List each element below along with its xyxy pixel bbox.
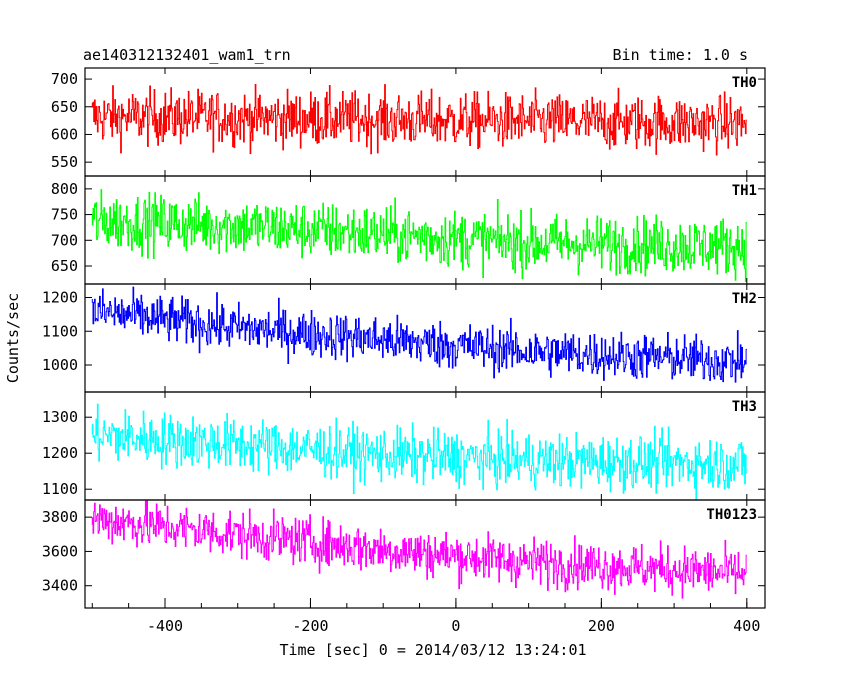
y-tick-label: 1100 bbox=[42, 480, 78, 498]
figure-title: ae140312132401_wam1_trn bbox=[83, 46, 291, 64]
panel-label: TH2 bbox=[732, 291, 757, 307]
y-tick-label: 700 bbox=[51, 70, 78, 88]
x-tick-label: 0 bbox=[451, 617, 460, 635]
y-tick-label: 650 bbox=[51, 98, 78, 116]
panel-label: TH0123 bbox=[706, 507, 757, 523]
y-tick-label: 1200 bbox=[42, 444, 78, 462]
y-tick-label: 1000 bbox=[42, 356, 78, 374]
panel-th3: 1100 1200 1300 TH3 bbox=[42, 391, 766, 501]
panels-group: 550 600 650 700 TH0 650 700 750 800 TH1 1000 1100 12… bbox=[42, 67, 766, 609]
y-tick-label: 1200 bbox=[42, 289, 78, 307]
x-tick-label: -400 bbox=[147, 617, 183, 635]
lightcurve-th0 bbox=[91, 84, 747, 156]
y-tick-label: 650 bbox=[51, 257, 78, 275]
lightcurve-th0123 bbox=[91, 500, 747, 599]
x-tick-label: 400 bbox=[733, 617, 760, 635]
x-tick-label: -200 bbox=[292, 617, 328, 635]
y-tick-label: 600 bbox=[51, 125, 78, 143]
x-axis-label: Time [sec] 0 = 2014/03/12 13:24:01 bbox=[279, 641, 586, 659]
panel-frame bbox=[84, 499, 766, 609]
y-tick-label: 3600 bbox=[42, 542, 78, 560]
panel-label: TH3 bbox=[732, 399, 757, 415]
y-tick-label: 800 bbox=[51, 180, 78, 198]
y-axis-label: Counts/sec bbox=[4, 293, 22, 383]
lightcurve-th3 bbox=[91, 403, 747, 500]
panel-label: TH1 bbox=[732, 183, 757, 199]
panel-th1: 650 700 750 800 TH1 bbox=[51, 175, 766, 285]
panel-th2: 1000 1100 1200 TH2 bbox=[42, 283, 766, 393]
y-tick-label: 1300 bbox=[42, 408, 78, 426]
bin-time-label: Bin time: 1.0 s bbox=[613, 46, 748, 64]
y-tick-label: 750 bbox=[51, 206, 78, 224]
x-axis: -400 -200 0 200 400 bbox=[91, 598, 760, 635]
y-tick-label: 3800 bbox=[42, 508, 78, 526]
y-tick-label: 3400 bbox=[42, 577, 78, 595]
y-tick-label: 1100 bbox=[42, 322, 78, 340]
lightcurve-th1 bbox=[91, 189, 747, 282]
lightcurve-th2 bbox=[91, 286, 747, 383]
x-tick-label: 200 bbox=[588, 617, 615, 635]
y-tick-label: 700 bbox=[51, 231, 78, 249]
panel-th0123: 3400 3600 3800 TH0123 bbox=[42, 499, 766, 609]
panel-th0: 550 600 650 700 TH0 bbox=[51, 67, 766, 177]
y-tick-label: 550 bbox=[51, 153, 78, 171]
panel-label: TH0 bbox=[732, 75, 757, 91]
